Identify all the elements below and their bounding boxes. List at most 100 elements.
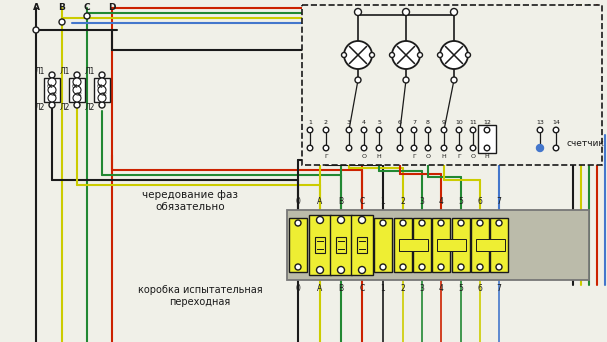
- Text: Г: Г: [412, 155, 416, 159]
- Circle shape: [458, 264, 464, 270]
- Circle shape: [438, 220, 444, 226]
- Circle shape: [477, 220, 483, 226]
- Text: Л2: Л2: [85, 103, 95, 111]
- Circle shape: [59, 19, 65, 25]
- Circle shape: [470, 127, 476, 133]
- Circle shape: [380, 220, 386, 226]
- Bar: [330, 215, 352, 275]
- Text: 1: 1: [381, 284, 385, 293]
- Text: 7: 7: [412, 119, 416, 124]
- Circle shape: [441, 127, 447, 133]
- Text: 1: 1: [308, 119, 312, 124]
- Circle shape: [425, 127, 431, 133]
- Circle shape: [346, 127, 352, 133]
- Circle shape: [418, 53, 422, 57]
- Bar: [289, 218, 307, 272]
- Text: Θ2: Θ2: [75, 92, 83, 96]
- Bar: [94, 78, 110, 102]
- Bar: [302, 5, 602, 165]
- Text: 5: 5: [458, 197, 463, 206]
- Bar: [374, 218, 392, 272]
- Circle shape: [342, 53, 347, 57]
- Bar: [399, 239, 428, 251]
- Text: 6: 6: [398, 119, 402, 124]
- Text: 7: 7: [497, 197, 501, 206]
- Text: A: A: [33, 3, 39, 12]
- Circle shape: [419, 264, 425, 270]
- Circle shape: [48, 78, 56, 86]
- Circle shape: [397, 127, 403, 133]
- Text: Г: Г: [457, 155, 461, 159]
- Circle shape: [484, 127, 490, 133]
- Circle shape: [33, 27, 39, 33]
- Circle shape: [74, 72, 80, 78]
- Circle shape: [49, 72, 55, 78]
- Text: C: C: [359, 197, 365, 206]
- Circle shape: [84, 13, 90, 19]
- Bar: [432, 218, 450, 272]
- Text: Л1: Л1: [35, 67, 45, 77]
- Text: B: B: [339, 197, 344, 206]
- Circle shape: [73, 86, 81, 94]
- Text: О: О: [362, 155, 367, 159]
- Bar: [44, 78, 60, 102]
- Text: О: О: [470, 155, 475, 159]
- Text: обязательно: обязательно: [155, 202, 225, 212]
- Bar: [351, 215, 373, 275]
- Text: 3: 3: [419, 284, 424, 293]
- Circle shape: [458, 220, 464, 226]
- Circle shape: [419, 220, 425, 226]
- Text: 3: 3: [347, 119, 351, 124]
- Circle shape: [400, 264, 406, 270]
- Circle shape: [537, 127, 543, 133]
- Text: 10: 10: [455, 119, 463, 124]
- Text: О: О: [426, 155, 430, 159]
- Circle shape: [354, 9, 362, 15]
- Text: A: A: [317, 284, 323, 293]
- Circle shape: [344, 41, 372, 69]
- Text: Л2: Л2: [35, 103, 45, 111]
- Circle shape: [553, 145, 559, 151]
- Circle shape: [477, 264, 483, 270]
- Circle shape: [307, 127, 313, 133]
- Text: Н: Н: [442, 155, 446, 159]
- Circle shape: [438, 264, 444, 270]
- Circle shape: [307, 145, 313, 151]
- Text: Θ1: Θ1: [72, 83, 78, 89]
- Text: Θ1: Θ1: [47, 83, 53, 89]
- Text: 8: 8: [426, 119, 430, 124]
- Circle shape: [484, 145, 490, 151]
- Text: 0: 0: [296, 197, 300, 206]
- Text: 6: 6: [478, 284, 483, 293]
- Text: Л1: Л1: [60, 67, 70, 77]
- Circle shape: [361, 145, 367, 151]
- Circle shape: [411, 127, 417, 133]
- Circle shape: [376, 145, 382, 151]
- Circle shape: [553, 127, 559, 133]
- Circle shape: [390, 53, 395, 57]
- Circle shape: [438, 53, 443, 57]
- Text: 14: 14: [552, 119, 560, 124]
- Circle shape: [74, 102, 80, 108]
- Text: Л1: Л1: [85, 67, 95, 77]
- Text: Θ2: Θ2: [50, 92, 58, 96]
- Text: 13: 13: [536, 119, 544, 124]
- Text: Н: Н: [484, 155, 489, 159]
- Text: C: C: [84, 3, 90, 12]
- Text: 4: 4: [439, 284, 444, 293]
- Text: Θ1: Θ1: [97, 83, 103, 89]
- Circle shape: [402, 9, 410, 15]
- Text: 2: 2: [401, 284, 405, 293]
- Text: 5: 5: [458, 284, 463, 293]
- Text: 4: 4: [439, 197, 444, 206]
- Circle shape: [323, 127, 329, 133]
- Circle shape: [440, 41, 468, 69]
- Circle shape: [337, 216, 345, 224]
- Text: 2: 2: [324, 119, 328, 124]
- Circle shape: [337, 266, 345, 274]
- Text: коробка испытательная: коробка испытательная: [138, 285, 262, 295]
- Text: 2: 2: [401, 197, 405, 206]
- Text: 11: 11: [469, 119, 477, 124]
- Circle shape: [400, 220, 406, 226]
- Circle shape: [98, 86, 106, 94]
